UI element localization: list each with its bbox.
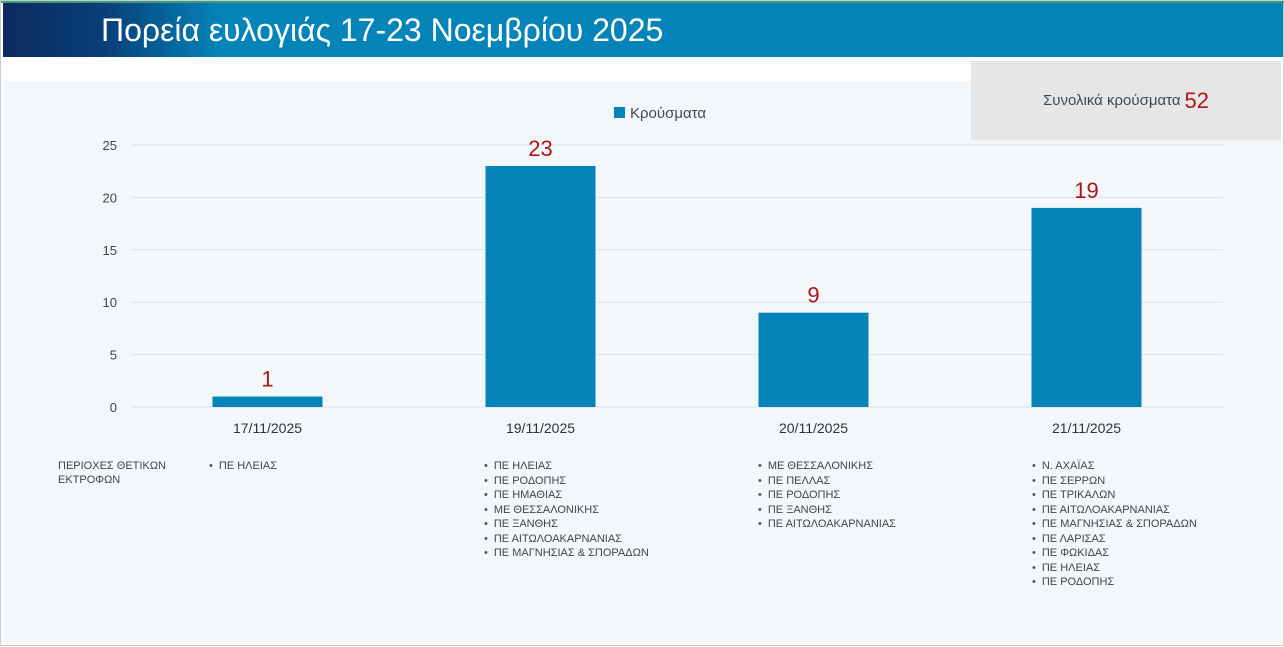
- region-item: ΠΕ ΤΡΙΚΑΛΩΝ: [1032, 488, 1197, 503]
- y-tick-label: 25: [103, 138, 117, 153]
- region-item: ΠΕ ΗΜΑΘΙΑΣ: [484, 488, 649, 503]
- page-title: Πορεία ευλογιάς 17-23 Νοεμβρίου 2025: [101, 12, 664, 48]
- region-item: Ν. ΑΧΑΪΑΣ: [1032, 459, 1197, 474]
- region-item: ΠΕ ΗΛΕΙΑΣ: [209, 459, 277, 474]
- region-item: ΠΕ ΣΕΡΡΩΝ: [1032, 474, 1197, 489]
- region-item: ΠΕ ΗΛΕΙΑΣ: [1032, 561, 1197, 576]
- region-item: ΠΕ ΑΙΤΩΛΟΑΚΑΡΝΑΝΙΑΣ: [484, 532, 649, 547]
- data-label: 9: [807, 283, 819, 308]
- total-cases-value: 52: [1184, 87, 1210, 113]
- regions-list-20-11: ΜΕ ΘΕΣΣΑΛΟΝΙΚΗΣΠΕ ΠΕΛΛΑΣΠΕ ΡΟΔΟΠΗΣΠΕ ΞΑΝ…: [758, 459, 896, 532]
- region-item: ΠΕ ΡΟΔΟΠΗΣ: [1032, 575, 1197, 590]
- region-item: ΠΕ ΠΕΛΛΑΣ: [758, 474, 896, 489]
- x-tick-label: 17/11/2025: [233, 420, 302, 436]
- data-label: 1: [261, 367, 273, 392]
- bar: [212, 396, 323, 407]
- region-item: ΠΕ ΛΑΡΙΣΑΣ: [1032, 532, 1197, 547]
- region-item: ΠΕ ΑΙΤΩΛΟΑΚΑΡΝΑΝΙΑΣ: [758, 517, 896, 532]
- region-item: ΠΕ ΜΑΓΝΗΣΙΑΣ & ΣΠΟΡΑΔΩΝ: [1032, 517, 1197, 532]
- region-item: ΜΕ ΘΕΣΣΑΛΟΝΙΚΗΣ: [758, 459, 896, 474]
- region-item: ΠΕ ΞΑΝΘΗΣ: [758, 503, 896, 518]
- region-item: ΠΕ ΜΑΓΝΗΣΙΑΣ & ΣΠΟΡΑΔΩΝ: [484, 546, 649, 561]
- region-item: ΠΕ ΞΑΝΘΗΣ: [484, 517, 649, 532]
- total-cases-box: Συνολικά κρούσματα 52: [971, 61, 1281, 140]
- total-cases-label: Συνολικά κρούσματα: [1042, 92, 1181, 109]
- bar: [758, 312, 869, 407]
- bar: [1031, 207, 1142, 407]
- y-tick-label: 10: [103, 295, 117, 310]
- y-tick-label: 0: [110, 400, 117, 415]
- data-label: 19: [1074, 178, 1098, 203]
- data-label: 23: [528, 136, 552, 161]
- x-tick-label: 21/11/2025: [1052, 420, 1121, 436]
- y-tick-label: 5: [110, 348, 117, 363]
- regions-list-17-11: ΠΕ ΗΛΕΙΑΣ: [209, 459, 277, 474]
- regions-label: ΠΕΡΙΟΧΕΣ ΘΕΤΙΚΩΝ ΕΚΤΡΟΦΩΝ: [58, 460, 166, 486]
- y-tick-label: 15: [103, 243, 117, 258]
- x-tick-label: 20/11/2025: [779, 420, 848, 436]
- top-accent-line: [1, 1, 1284, 3]
- region-item: ΜΕ ΘΕΣΣΑΛΟΝΙΚΗΣ: [484, 503, 649, 518]
- header-banner: Πορεία ευλογιάς 17-23 Νοεμβρίου 2025: [3, 3, 1283, 57]
- region-item: ΠΕ ΡΟΔΟΠΗΣ: [484, 474, 649, 489]
- regions-list-21-11: Ν. ΑΧΑΪΑΣΠΕ ΣΕΡΡΩΝΠΕ ΤΡΙΚΑΛΩΝΠΕ ΑΙΤΩΛΟΑΚ…: [1032, 459, 1197, 590]
- legend-swatch: [614, 107, 625, 118]
- regions-list-19-11: ΠΕ ΗΛΕΙΑΣΠΕ ΡΟΔΟΠΗΣΠΕ ΗΜΑΘΙΑΣΜΕ ΘΕΣΣΑΛΟΝ…: [484, 459, 649, 561]
- region-item: ΠΕ ΡΟΔΟΠΗΣ: [758, 488, 896, 503]
- legend-label: Κρούσματα: [630, 105, 706, 122]
- y-tick-label: 20: [103, 190, 117, 205]
- region-item: ΠΕ ΗΛΕΙΑΣ: [484, 459, 649, 474]
- region-item: ΠΕ ΑΙΤΩΛΟΑΚΑΡΝΑΝΙΑΣ: [1032, 503, 1197, 518]
- region-item: ΠΕ ΦΩΚΙΔΑΣ: [1032, 546, 1197, 561]
- x-tick-label: 19/11/2025: [506, 420, 575, 436]
- bar: [485, 165, 596, 407]
